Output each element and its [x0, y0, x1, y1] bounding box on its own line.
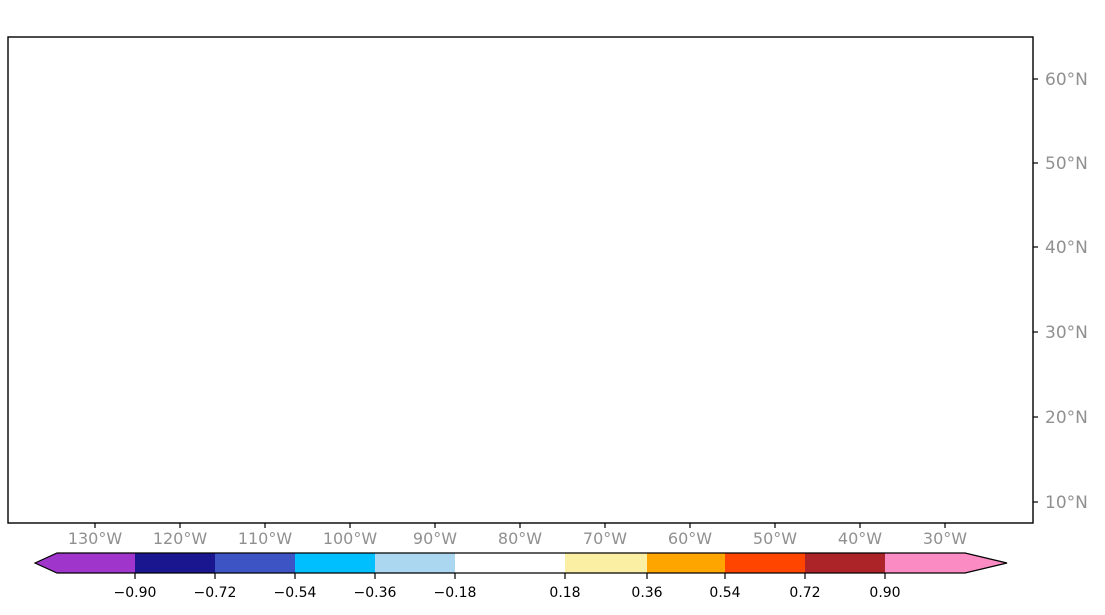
colorbar-tick-label: 0.90	[869, 585, 900, 601]
lat-tick-label: 20°N	[1045, 408, 1088, 428]
lat-tick-label: 10°N	[1045, 493, 1088, 513]
lon-tick-label: 70°W	[583, 529, 627, 548]
lon-tick-label: 130°W	[68, 529, 123, 548]
colorbar-segment	[455, 553, 565, 573]
lon-tick-label: 40°W	[838, 529, 882, 548]
colorbar-left-arrow	[35, 553, 57, 573]
colorbar-segment	[215, 553, 295, 573]
colorbar-segment	[375, 553, 455, 573]
colorbar-segment	[805, 553, 885, 573]
colorbar-tick-label: −0.36	[354, 585, 397, 601]
lon-tick-label: 60°W	[668, 529, 712, 548]
colorbar-segment	[565, 553, 647, 573]
colorbar-tick-label: −0.54	[274, 585, 317, 601]
colorbar-tick-label: 0.36	[631, 585, 662, 601]
lon-tick-label: 110°W	[238, 529, 293, 548]
colorbar-tick-label: 0.72	[789, 585, 820, 601]
colorbar-tick-label: 0.18	[549, 585, 580, 601]
lat-tick-label: 50°N	[1045, 154, 1088, 174]
colorbar-segment	[885, 553, 965, 573]
colorbar-tick-label: 0.54	[709, 585, 740, 601]
colorbar-right-arrow	[965, 553, 1007, 573]
colorbar-segment	[647, 553, 725, 573]
lat-tick-label: 40°N	[1045, 238, 1088, 258]
colorbar-segment	[725, 553, 805, 573]
colorbar-tick-label: −0.90	[114, 585, 157, 601]
lon-tick-label: 120°W	[153, 529, 208, 548]
lat-tick-label: 60°N	[1045, 70, 1088, 90]
lon-tick-label: 80°W	[498, 529, 542, 548]
lat-tick-label: 30°N	[1045, 323, 1088, 343]
lon-tick-label: 30°W	[923, 529, 967, 548]
lon-tick-label: 50°W	[753, 529, 797, 548]
colorbar-tick-label: −0.18	[434, 585, 477, 601]
colorbar-tick-label: −0.72	[194, 585, 237, 601]
lon-tick-label: 100°W	[323, 529, 378, 548]
colorbar-segment	[57, 553, 135, 573]
colorbar-segment	[135, 553, 215, 573]
colorbar-segment	[295, 553, 375, 573]
colorbar-outline	[33, 552, 1008, 574]
lon-tick-label: 90°W	[413, 529, 457, 548]
